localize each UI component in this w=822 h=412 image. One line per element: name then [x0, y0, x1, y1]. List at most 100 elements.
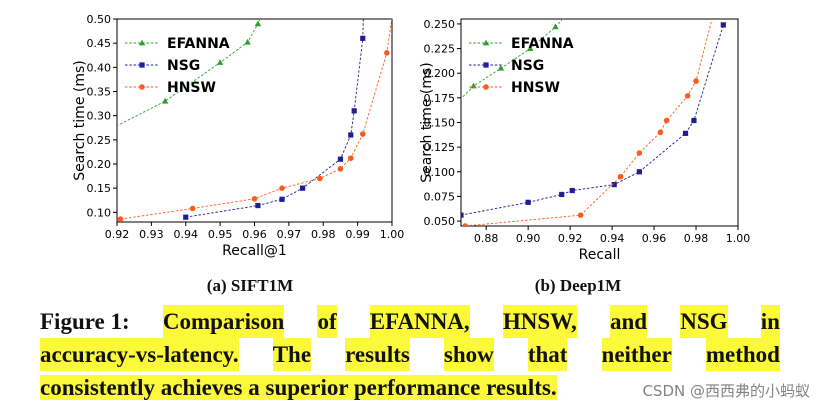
y-tick-label: 0.30	[87, 110, 112, 123]
legend-label-efanna: EFANNA	[167, 36, 230, 52]
efanna-data-point	[254, 20, 262, 27]
efanna-data-point	[244, 38, 251, 45]
hnsw-data-point	[657, 129, 664, 136]
caption-word: accuracy-vs-latency.	[40, 338, 239, 371]
hnsw-data-point	[663, 117, 670, 124]
y-axis-label: Search time (ms)	[72, 60, 88, 180]
hnsw-data-point	[684, 93, 691, 99]
subcaption-sift1m: (a) SIFT1M	[206, 276, 294, 295]
efanna-data-point	[470, 82, 477, 89]
legend-marker	[139, 84, 145, 90]
y-tick-label: 0.250	[424, 18, 456, 31]
x-axis-label: Recall	[579, 247, 621, 263]
x-tick-label: 0.92	[105, 228, 130, 241]
legend-marker	[483, 62, 489, 68]
efanna-data-point	[527, 45, 534, 51]
hnsw-data-point	[251, 196, 258, 202]
hnsw-data-point	[693, 78, 699, 84]
caption-word: of	[317, 305, 337, 338]
watermark: CSDN @西西弗的小蚂蚁	[642, 382, 810, 400]
hnsw-series-line	[465, 19, 713, 226]
hnsw-data-point	[347, 155, 354, 161]
figure-caption-line-3: consistently achieves a superior perform…	[40, 371, 780, 404]
y-tick-label: 0.125	[424, 141, 456, 154]
y-tick-label: 0.200	[424, 67, 456, 80]
x-tick-label: 0.97	[277, 228, 302, 241]
x-tick-label: 1.00	[726, 232, 751, 245]
hnsw-data-point	[714, 0, 720, 2]
legend-label-nsg: NSG	[511, 58, 544, 74]
y-tick-label: 0.175	[424, 92, 456, 105]
nsg-data-point	[255, 202, 261, 209]
x-tick-label: 0.88	[474, 232, 499, 245]
hnsw-data-point	[337, 166, 344, 172]
x-tick-label: 0.90	[516, 232, 541, 245]
hnsw-data-point	[117, 216, 124, 222]
nsg-data-point	[611, 182, 617, 188]
legend-label-efanna: EFANNA	[511, 36, 574, 52]
y-tick-label: 0.45	[87, 37, 112, 50]
y-tick-label: 0.40	[87, 61, 112, 74]
hnsw-data-point	[359, 131, 366, 137]
subcaption-deep1m: (b) Deep1M	[534, 276, 622, 295]
hnsw-series-line	[120, 19, 392, 220]
nsg-data-point	[461, 212, 464, 218]
sift1m-chart: 0.92 0.93 0.94 0.95 0.96 0.97 0.98 0.99 1.00 0.10…	[72, 13, 404, 259]
caption-word: Comparison	[162, 305, 285, 338]
nsg-data-point	[525, 199, 531, 205]
nsg-data-point	[279, 196, 285, 202]
hnsw-data-point	[317, 175, 323, 182]
x-tick-label: 0.96	[642, 232, 667, 245]
x-tick-label: 0.94	[174, 228, 199, 241]
x-tick-label: 0.94	[600, 232, 625, 245]
figure-label: Figure 1:	[40, 309, 130, 334]
deep1m-series-group	[461, 0, 726, 226]
legend-label-hnsw: HNSW	[167, 80, 216, 96]
caption-word: NSG	[680, 305, 728, 338]
legend-label-nsg: NSG	[167, 58, 200, 74]
figure-caption-line-1: Figure 1: Comparison of EFANNA, HNSW, an…	[40, 305, 780, 338]
nsg-data-point	[636, 169, 642, 175]
x-tick-label: 0.99	[345, 228, 370, 241]
figure-caption-line-2: accuracy-vs-latency. The results show th…	[40, 338, 780, 371]
efanna-data-point	[552, 23, 559, 30]
x-axis-label: Recall@1	[222, 243, 287, 259]
x-tick-label: 0.96	[242, 228, 267, 241]
nsg-data-point	[337, 156, 344, 162]
sift1m-series-group	[117, 19, 392, 222]
y-tick-label: 0.075	[424, 190, 456, 203]
y-tick-label: 0.050	[424, 215, 456, 228]
y-tick-label: 0.25	[87, 134, 112, 147]
caption-word: EFANNA,	[369, 305, 470, 338]
y-tick-label: 0.100	[424, 166, 456, 179]
efanna-data-point	[497, 64, 505, 71]
caption-word: HNSW,	[502, 305, 577, 338]
hnsw-data-point	[636, 150, 643, 156]
caption-word: The	[272, 338, 312, 371]
y-tick-label: 0.225	[424, 43, 456, 56]
nsg-series-line	[185, 19, 364, 218]
y-tick-label: 0.15	[87, 182, 112, 195]
nsg-data-point	[559, 191, 565, 198]
caption-word: show	[443, 338, 494, 371]
caption-word: neither	[601, 338, 672, 371]
y-axis-label: Search time (ms)	[419, 62, 435, 182]
hnsw-data-point	[189, 205, 196, 212]
nsg-data-point	[183, 214, 189, 220]
y-tick-label: 0.50	[87, 13, 112, 26]
sift1m-plot-frame	[116, 18, 393, 223]
efanna-data-point	[216, 59, 224, 65]
hnsw-data-point	[384, 50, 390, 56]
caption-word: results	[345, 338, 410, 371]
caption-word: that	[527, 338, 568, 371]
hnsw-data-point	[617, 173, 624, 180]
caption-word: and	[609, 305, 648, 338]
nsg-data-point	[569, 187, 575, 194]
y-tick-label: 0.20	[87, 158, 112, 171]
caption-line-3-text: consistently achieves a superior perform…	[40, 375, 557, 400]
y-tick-label: 0.10	[87, 206, 112, 219]
efanna-series-line	[117, 19, 261, 127]
legend-marker	[139, 62, 145, 68]
legend-label-hnsw: HNSW	[511, 80, 560, 96]
nsg-series-line	[461, 24, 724, 216]
